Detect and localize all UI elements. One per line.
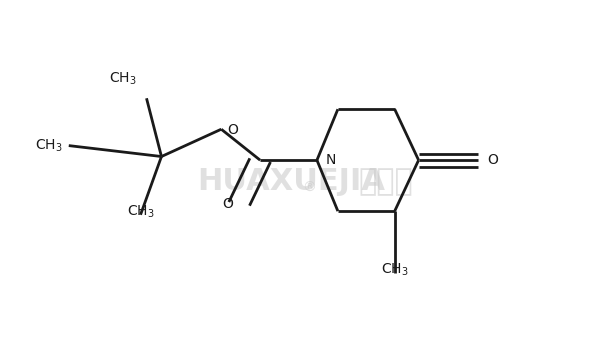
Text: O: O <box>487 153 498 167</box>
Text: CH$_3$: CH$_3$ <box>127 204 154 220</box>
Text: HUAXUEJIA: HUAXUEJIA <box>197 167 385 197</box>
Text: N: N <box>326 153 336 167</box>
Text: 化学加: 化学加 <box>359 167 414 197</box>
Text: O: O <box>222 197 233 210</box>
Text: O: O <box>227 123 238 136</box>
Text: CH$_3$: CH$_3$ <box>35 137 63 154</box>
Text: ®: ® <box>302 181 316 194</box>
Text: CH$_3$: CH$_3$ <box>109 71 136 87</box>
Text: CH$_3$: CH$_3$ <box>381 262 408 278</box>
